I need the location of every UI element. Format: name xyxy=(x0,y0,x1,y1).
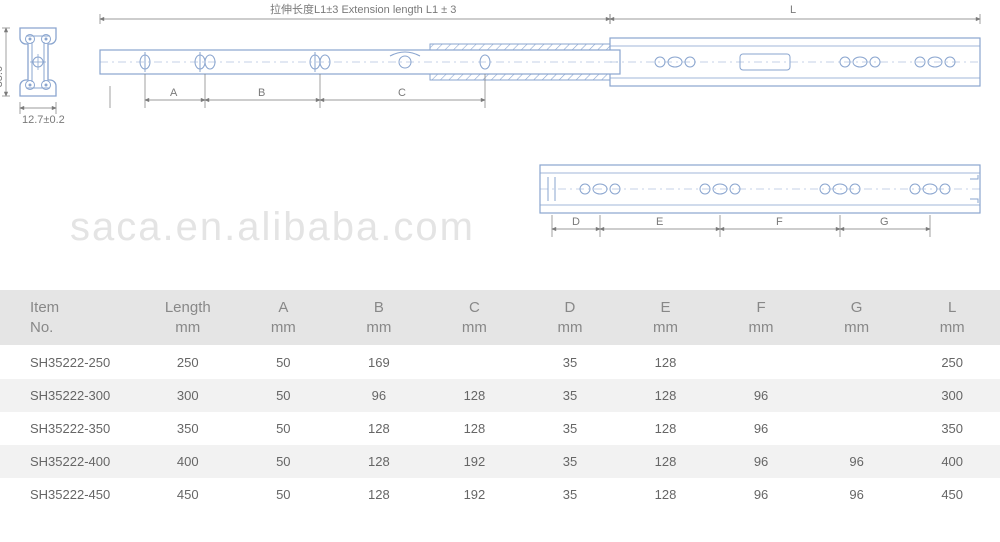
table-cell: 450 xyxy=(904,478,1000,511)
svg-text:A: A xyxy=(170,87,178,99)
table-cell: 400 xyxy=(904,445,1000,478)
table-cell xyxy=(809,379,905,412)
table-cell: 50 xyxy=(236,445,332,478)
table-cell xyxy=(713,346,809,380)
table-cell: 128 xyxy=(618,445,714,478)
table-cell: 35 xyxy=(522,445,618,478)
table-cell: 350 xyxy=(904,412,1000,445)
col-header: Bmm xyxy=(331,290,427,346)
table-cell: SH35222-250 xyxy=(0,346,140,380)
table-cell: 96 xyxy=(809,445,905,478)
table-cell: 50 xyxy=(236,412,332,445)
table-cell: 50 xyxy=(236,478,332,511)
svg-text:L: L xyxy=(790,4,796,16)
svg-text:12.7±0.2: 12.7±0.2 xyxy=(22,114,65,126)
table-cell: 128 xyxy=(618,412,714,445)
table-cell: 96 xyxy=(713,445,809,478)
table-cell: 128 xyxy=(331,412,427,445)
svg-text:E: E xyxy=(656,216,663,228)
spec-table: ItemNo.LengthmmAmmBmmCmmDmmEmmFmmGmmLmm … xyxy=(0,290,1000,511)
svg-text:B: B xyxy=(258,87,265,99)
col-header: Amm xyxy=(236,290,332,346)
col-header: Lengthmm xyxy=(140,290,236,346)
table-cell: SH35222-400 xyxy=(0,445,140,478)
table-cell: 96 xyxy=(713,412,809,445)
svg-text:G: G xyxy=(880,216,889,228)
col-header: Lmm xyxy=(904,290,1000,346)
table-cell: 350 xyxy=(140,412,236,445)
table-cell: 35 xyxy=(522,379,618,412)
col-header: Gmm xyxy=(809,290,905,346)
col-header: Cmm xyxy=(427,290,523,346)
table-cell: 35 xyxy=(522,346,618,380)
table-row: SH35222-350350501281283512896350 xyxy=(0,412,1000,445)
spec-table-header: ItemNo.LengthmmAmmBmmCmmDmmEmmFmmGmmLmm xyxy=(0,290,1000,346)
table-cell: 96 xyxy=(809,478,905,511)
table-row: SH35222-2502505016935128250 xyxy=(0,346,1000,380)
table-cell: 128 xyxy=(618,379,714,412)
table-row: SH35222-30030050961283512896300 xyxy=(0,379,1000,412)
table-cell: 192 xyxy=(427,478,523,511)
table-cell: 300 xyxy=(140,379,236,412)
table-cell: 128 xyxy=(618,478,714,511)
svg-text:D: D xyxy=(572,216,580,228)
table-cell: 250 xyxy=(904,346,1000,380)
engineering-diagram: 35.6 12.7±0.2 拉伸长度L1±3 Extension length … xyxy=(0,0,1000,290)
table-cell: SH35222-450 xyxy=(0,478,140,511)
cross-section: 35.6 12.7±0.2 xyxy=(0,28,65,126)
svg-text:C: C xyxy=(398,87,406,99)
table-cell: 128 xyxy=(427,379,523,412)
table-row: SH35222-45045050128192351289696450 xyxy=(0,478,1000,511)
table-cell: 50 xyxy=(236,379,332,412)
col-header: ItemNo. xyxy=(0,290,140,346)
top-rail-extended: 拉伸长度L1±3 Extension length L1 ± 3 L xyxy=(100,2,980,108)
table-cell: SH35222-350 xyxy=(0,412,140,445)
table-cell: SH35222-300 xyxy=(0,379,140,412)
table-cell: 128 xyxy=(427,412,523,445)
table-cell xyxy=(809,346,905,380)
table-cell: 450 xyxy=(140,478,236,511)
table-cell: 250 xyxy=(140,346,236,380)
table-cell: 35 xyxy=(522,478,618,511)
table-cell xyxy=(809,412,905,445)
table-cell: 96 xyxy=(331,379,427,412)
table-cell: 128 xyxy=(618,346,714,380)
col-header: Emm xyxy=(618,290,714,346)
table-cell: 400 xyxy=(140,445,236,478)
table-cell: 96 xyxy=(713,478,809,511)
table-cell: 50 xyxy=(236,346,332,380)
table-cell: 35 xyxy=(522,412,618,445)
bottom-rail: D E F G xyxy=(540,165,980,237)
table-row: SH35222-40040050128192351289696400 xyxy=(0,445,1000,478)
table-cell xyxy=(427,346,523,380)
col-header: Fmm xyxy=(713,290,809,346)
table-cell: 128 xyxy=(331,445,427,478)
svg-text:F: F xyxy=(776,216,783,228)
svg-text:拉伸长度L1±3 Extension length L1: 拉伸长度L1±3 Extension length L1 ± 3 xyxy=(270,2,456,16)
table-cell: 128 xyxy=(331,478,427,511)
spec-table-body: SH35222-2502505016935128250SH35222-30030… xyxy=(0,346,1000,512)
col-header: Dmm xyxy=(522,290,618,346)
table-cell: 169 xyxy=(331,346,427,380)
svg-text:35.6: 35.6 xyxy=(0,66,5,87)
table-cell: 96 xyxy=(713,379,809,412)
table-cell: 300 xyxy=(904,379,1000,412)
table-cell: 192 xyxy=(427,445,523,478)
